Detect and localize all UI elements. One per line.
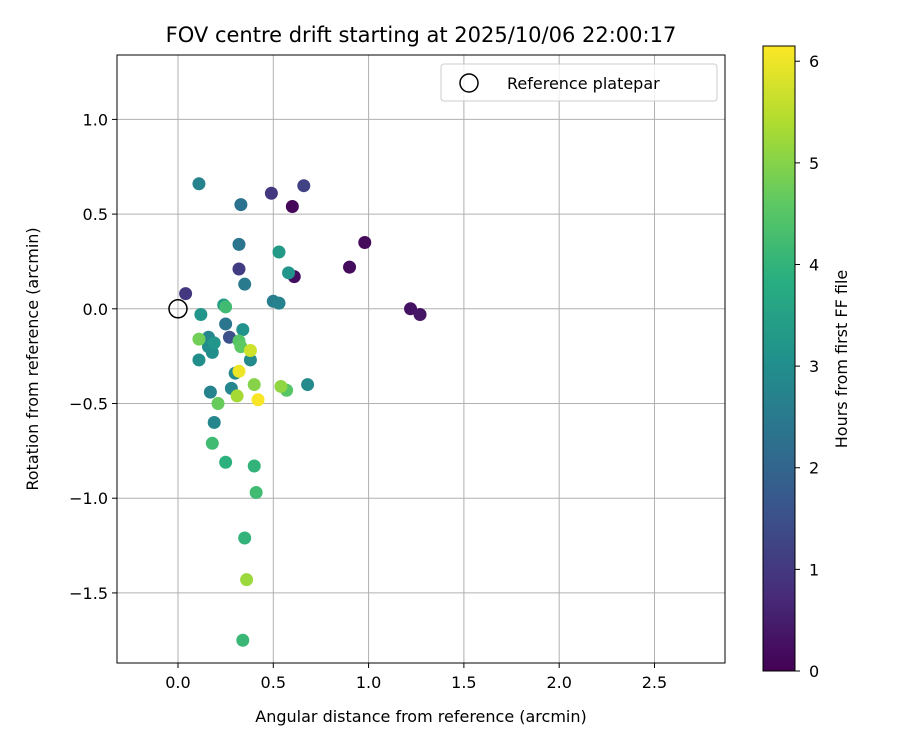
y-axis-label: Rotation from reference (arcmin) (23, 227, 42, 490)
x-tick-label: 1.5 (451, 673, 476, 692)
data-point (247, 378, 261, 392)
data-point (232, 237, 246, 251)
colorbar-tick-label: 6 (809, 52, 819, 71)
colorbar-tick-label: 4 (809, 255, 819, 274)
data-point (219, 300, 233, 314)
colorbar-tick-label: 0 (809, 662, 819, 681)
data-point (232, 364, 246, 378)
data-point (285, 200, 299, 214)
data-point (243, 343, 257, 357)
y-tick-label: 1.0 (83, 110, 108, 129)
data-point (236, 633, 250, 647)
data-point (203, 385, 217, 399)
legend: Reference platepar (440, 63, 718, 102)
data-point (192, 177, 206, 191)
data-point (219, 455, 233, 469)
data-point (219, 317, 233, 331)
data-point (236, 323, 250, 337)
data-point (282, 266, 296, 280)
legend-entry-label: Reference platepar (507, 74, 660, 93)
colorbar: 0 1 2 3 4 5 6 Hours from first FF file (762, 45, 851, 681)
colorbar-tick-label: 2 (809, 459, 819, 478)
plot-frame (116, 54, 726, 664)
x-tick-label: 2.0 (546, 673, 571, 692)
data-point (240, 573, 254, 587)
colorbar-label: Hours from first FF file (832, 270, 851, 449)
data-point (249, 486, 263, 500)
data-point (404, 302, 418, 316)
chart-title: FOV centre drift starting at 2025/10/06 … (166, 23, 677, 47)
data-point (297, 179, 311, 193)
data-point (234, 198, 248, 212)
colorbar-tick-label: 5 (809, 154, 819, 173)
data-point (413, 307, 427, 321)
data-point (232, 262, 246, 276)
data-point (194, 307, 208, 321)
x-tick-label: 1.0 (356, 673, 381, 692)
data-point (272, 245, 286, 259)
grid-lines (117, 55, 725, 663)
y-axis-ticks: 1.0 0.5 0.0 −0.5 −1.0 −1.5 (69, 110, 117, 603)
x-axis-label: Angular distance from reference (arcmin) (255, 707, 586, 726)
data-point (192, 332, 206, 346)
y-tick-label: −1.5 (69, 584, 108, 603)
data-points (179, 177, 427, 647)
y-tick-label: −0.5 (69, 395, 108, 414)
reference-platepar-marker (168, 299, 188, 319)
data-point (251, 393, 265, 407)
data-point (230, 389, 244, 403)
data-point (207, 336, 221, 350)
data-point (205, 436, 219, 450)
data-point (238, 531, 252, 545)
colorbar-ticks: 0 1 2 3 4 5 6 (795, 52, 819, 681)
colorbar-gradient (762, 45, 796, 672)
data-point (211, 397, 225, 411)
data-point (358, 236, 372, 250)
data-point (247, 459, 261, 473)
y-tick-label: 0.0 (83, 300, 108, 319)
data-point (264, 186, 278, 200)
x-tick-label: 0.0 (165, 673, 190, 692)
data-point (179, 287, 193, 301)
x-tick-label: 2.5 (642, 673, 667, 692)
y-tick-label: 0.5 (83, 205, 108, 224)
data-point (274, 379, 288, 393)
y-tick-label: −1.0 (69, 489, 108, 508)
data-point (343, 260, 357, 274)
legend-box (440, 63, 718, 102)
legend-marker-icon (459, 73, 479, 93)
data-point (272, 296, 286, 310)
x-axis-ticks: 0.0 0.5 1.0 1.5 2.0 2.5 (165, 663, 667, 692)
colorbar-tick-label: 3 (809, 357, 819, 376)
data-point (207, 415, 221, 429)
data-point (301, 378, 315, 392)
colorbar-tick-label: 1 (809, 560, 819, 579)
data-point (192, 353, 206, 367)
data-point (238, 277, 252, 291)
data-point (243, 353, 257, 367)
x-tick-label: 0.5 (261, 673, 286, 692)
